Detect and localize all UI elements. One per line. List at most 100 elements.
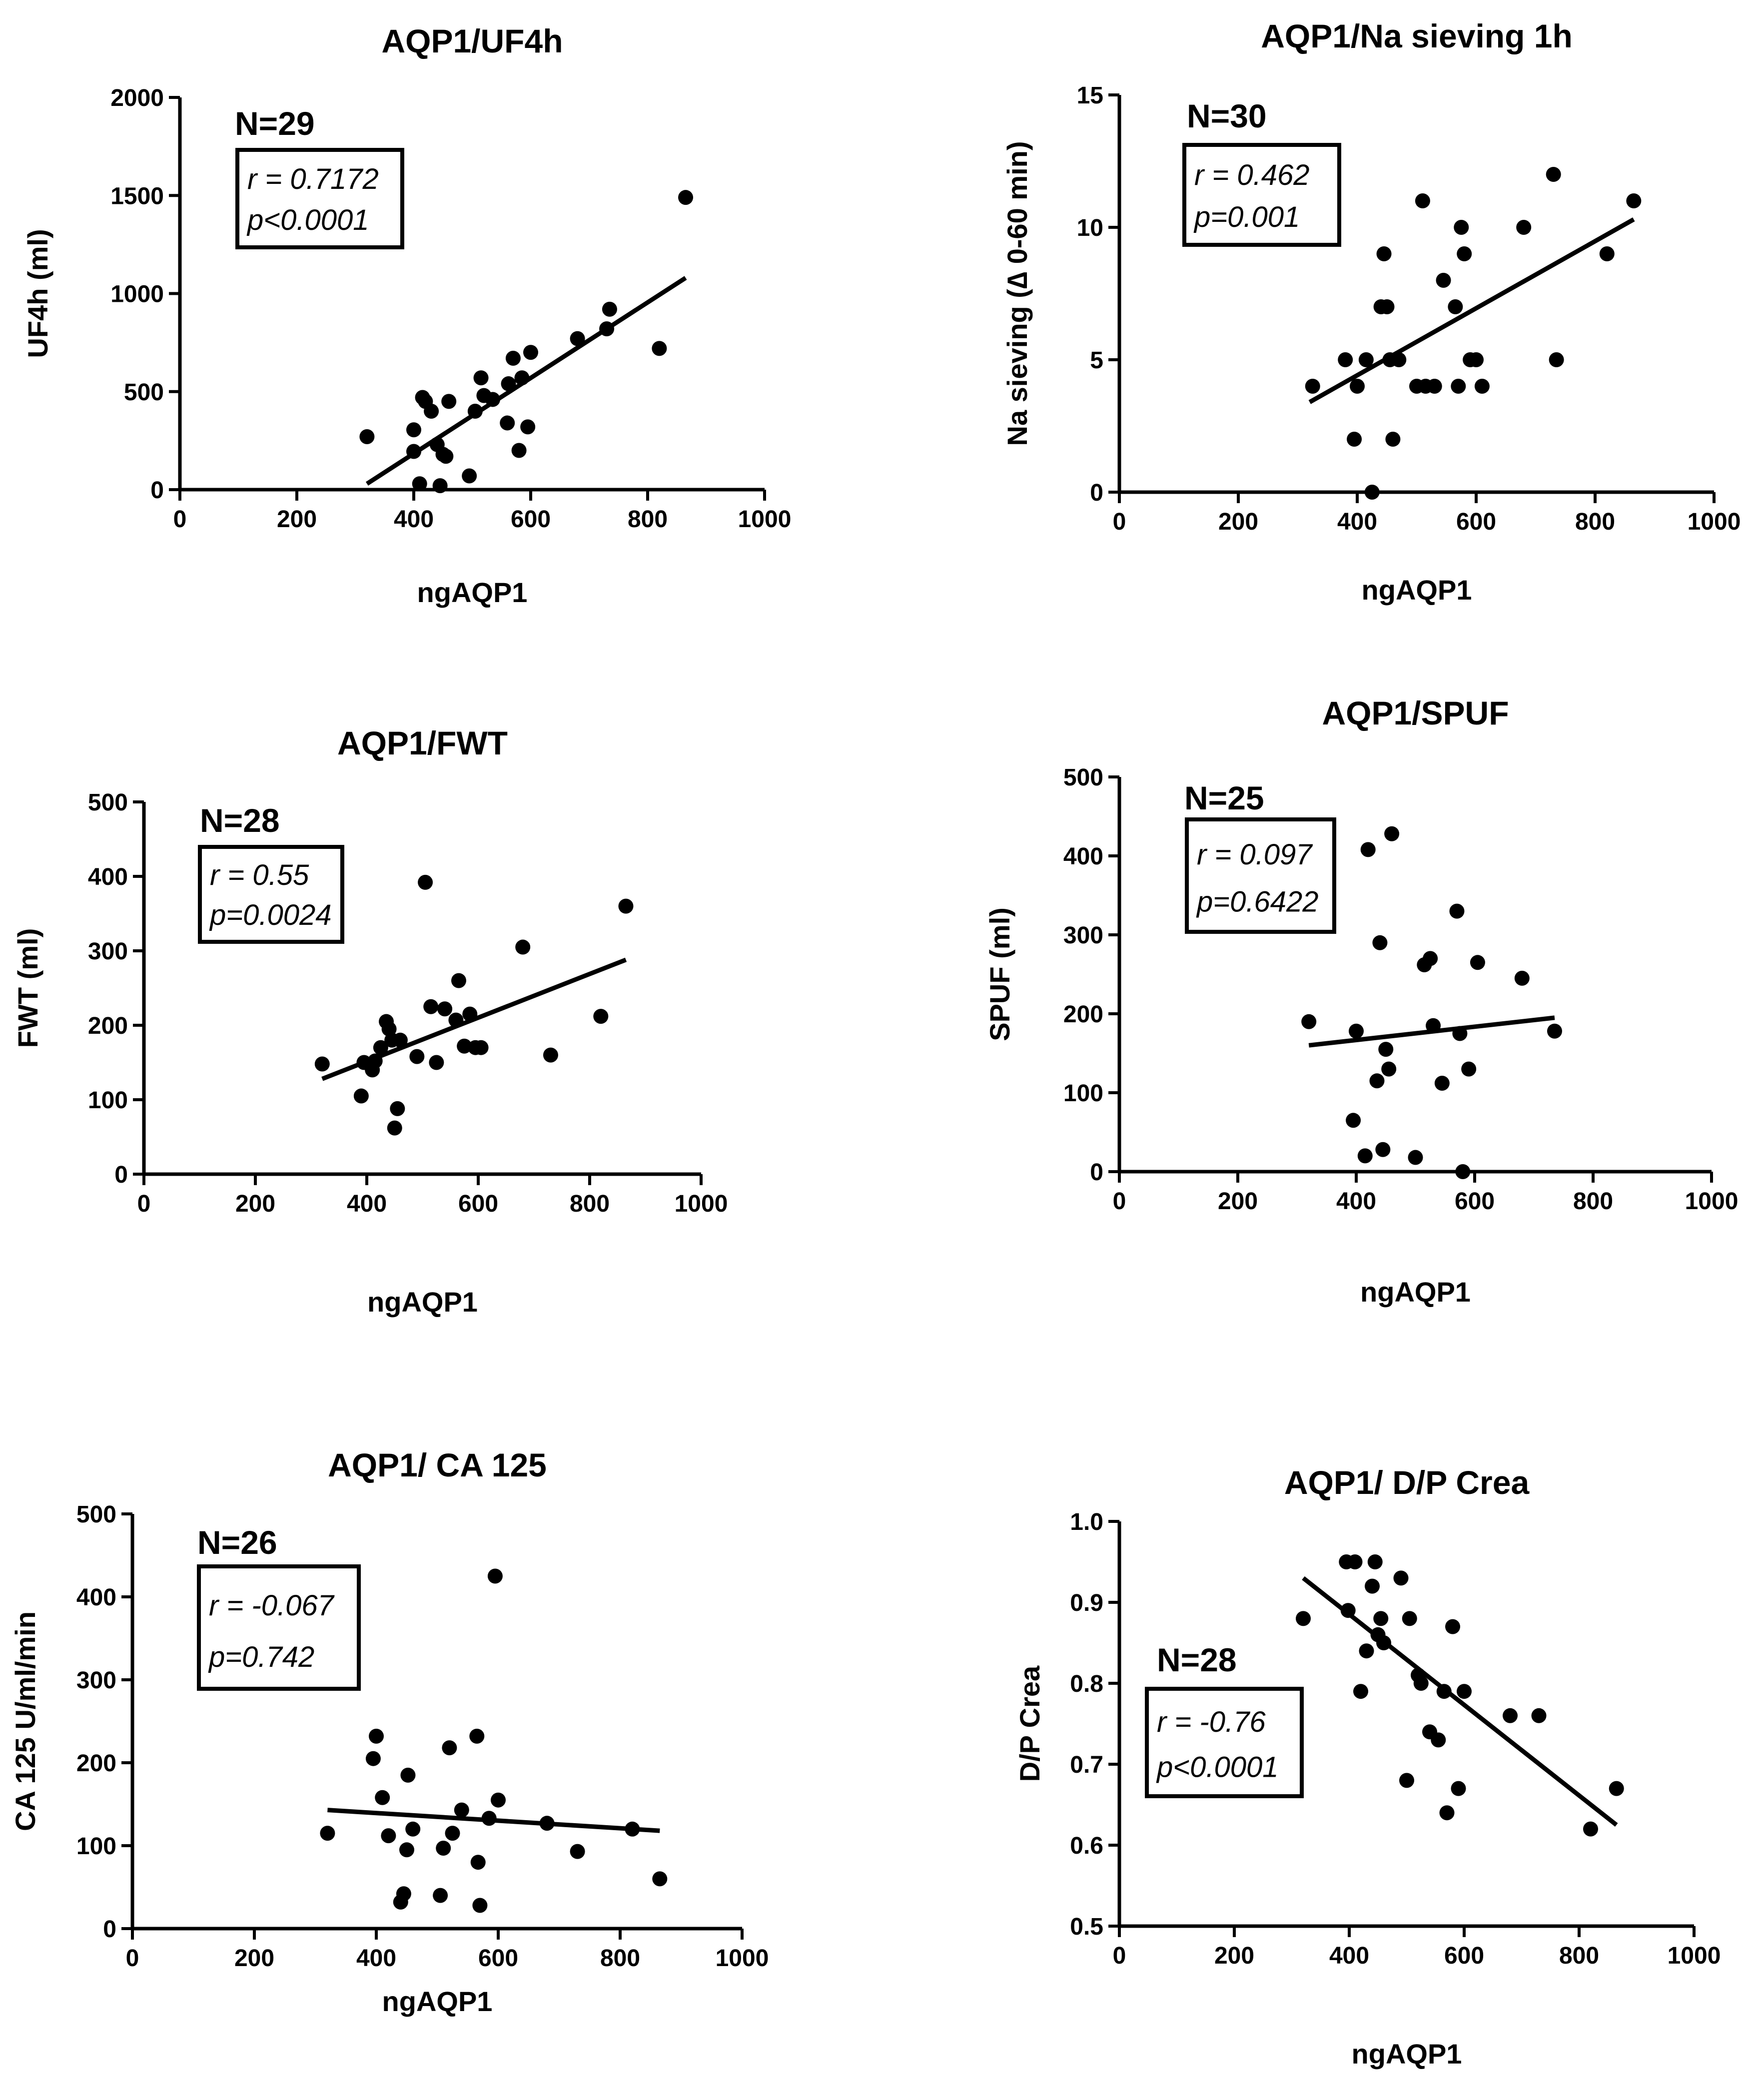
data-point: [523, 345, 538, 360]
data-point: [406, 422, 421, 438]
x-tick-label: 600: [1455, 1188, 1495, 1215]
data-point: [1349, 1023, 1364, 1039]
data-point: [1599, 246, 1615, 261]
y-tick-label: 100: [88, 1087, 128, 1114]
data-point: [1359, 1643, 1374, 1659]
data-point: [359, 429, 375, 445]
data-point: [1549, 352, 1564, 367]
data-point: [539, 1816, 555, 1831]
x-tick-label: 800: [1575, 509, 1615, 535]
data-point: [652, 1871, 668, 1887]
correlation-label: r = 0.7172: [247, 163, 379, 195]
data-point: [520, 419, 536, 435]
y-tick-label: 0.6: [1070, 1833, 1103, 1859]
data-point: [1384, 826, 1400, 841]
scatter-chart-6: AQP1/ D/P Crea 0 200 400 600 800 1000 0.5 0.6 0.7…: [1014, 1464, 1721, 2070]
data-point: [1358, 352, 1374, 367]
data-point: [1452, 1026, 1468, 1041]
data-point: [1376, 246, 1392, 261]
y-tick-label: 2000: [110, 85, 164, 111]
data-point: [1436, 273, 1451, 288]
x-tick-label: 800: [1559, 1943, 1599, 1969]
y-tick-label: 0.9: [1070, 1590, 1103, 1616]
x-axis-label: ngAQP1: [367, 1286, 478, 1318]
x-tick-label: 200: [1214, 1943, 1254, 1969]
data-point: [1445, 1619, 1460, 1634]
y-tick-label: 5: [1090, 347, 1103, 374]
scatter-chart-1: AQP1/UF4h 0 200 400 600 800 1000 0 500 1000 1500 20…: [22, 22, 791, 608]
correlation-label: r = -0.76: [1157, 1706, 1266, 1738]
data-point: [365, 1751, 381, 1766]
y-axis-label: UF4h (ml): [22, 229, 53, 358]
stats-box: [1185, 817, 1336, 934]
data-point: [390, 1101, 405, 1116]
data-point: [1413, 1676, 1429, 1691]
data-point: [1350, 379, 1365, 394]
data-point: [1423, 951, 1438, 966]
data-point: [1373, 1611, 1389, 1626]
data-point: [570, 331, 585, 346]
y-tick-label: 0: [103, 1916, 116, 1943]
x-tick-label: 400: [347, 1191, 387, 1217]
p-value-label: p=0.001: [1193, 201, 1300, 233]
data-points: [320, 1568, 668, 1913]
y-tick-label: 0: [1090, 480, 1103, 506]
x-tick-label: 200: [1218, 1188, 1258, 1215]
data-point: [1357, 1148, 1373, 1164]
data-point: [392, 1032, 408, 1048]
data-point: [1360, 842, 1376, 857]
data-point: [1457, 246, 1472, 261]
data-point: [1347, 1554, 1363, 1569]
y-tick-label: 0: [1090, 1159, 1103, 1186]
data-point: [678, 190, 694, 205]
data-point: [1369, 1073, 1385, 1089]
data-point: [1451, 379, 1466, 394]
data-point: [387, 1120, 402, 1136]
data-point: [1457, 1684, 1472, 1699]
data-point: [1372, 935, 1388, 950]
data-point: [1431, 1732, 1446, 1748]
y-tick-label: 200: [76, 1750, 116, 1777]
data-point: [1546, 167, 1561, 182]
x-tick-label: 1000: [1688, 509, 1741, 535]
y-tick-label: 0.7: [1070, 1752, 1103, 1778]
data-point: [457, 1038, 472, 1054]
stats-box: [1182, 143, 1341, 247]
data-point: [1346, 1113, 1361, 1128]
p-value-label: p=0.742: [208, 1641, 314, 1673]
data-point: [1381, 1061, 1397, 1077]
data-point: [473, 370, 489, 386]
y-tick-label: 1500: [110, 183, 164, 209]
data-point: [1449, 903, 1465, 919]
data-point: [448, 1012, 464, 1028]
p-value-label: p=0.6422: [1196, 886, 1319, 918]
chart-title: AQP1/ D/P Crea: [1284, 1464, 1530, 1501]
x-tick-label: 0: [137, 1191, 151, 1217]
chart-title: AQP1/UF4h: [381, 22, 563, 59]
stats-box: [197, 1564, 361, 1691]
data-point: [445, 1826, 460, 1841]
y-tick-label: 500: [76, 1501, 116, 1528]
data-point: [1531, 1708, 1547, 1723]
p-value-label: p=0.0024: [209, 899, 332, 931]
data-point: [470, 1855, 486, 1870]
data-point: [511, 443, 527, 458]
data-point: [399, 1842, 414, 1858]
data-point: [1347, 432, 1362, 447]
y-tick-label: 0.8: [1070, 1671, 1103, 1697]
y-tick-label: 100: [76, 1833, 116, 1860]
p-value-label: p<0.0001: [246, 204, 369, 236]
x-tick-label: 400: [1337, 509, 1377, 535]
y-axis-label: D/P Crea: [1014, 1665, 1045, 1782]
data-point: [599, 321, 615, 337]
y-tick-label: 500: [88, 789, 128, 816]
data-point: [1338, 352, 1353, 367]
data-point: [472, 1898, 488, 1913]
data-points: [1296, 1554, 1624, 1837]
y-tick-label: 400: [76, 1584, 116, 1611]
data-point: [1305, 379, 1320, 394]
x-axis-label: ngAQP1: [1360, 1276, 1471, 1308]
data-point: [618, 898, 634, 914]
sample-size-label: N=28: [1157, 1641, 1237, 1678]
data-point: [543, 1047, 558, 1063]
